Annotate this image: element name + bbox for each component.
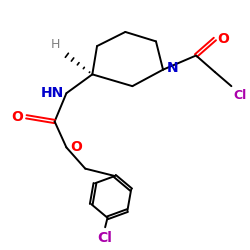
Text: HN: HN [41, 86, 64, 100]
Text: O: O [11, 110, 23, 124]
Text: O: O [218, 32, 230, 46]
Text: N: N [166, 62, 178, 76]
Text: H: H [51, 38, 60, 51]
Text: O: O [70, 140, 82, 154]
Text: Cl: Cl [98, 231, 112, 245]
Text: Cl: Cl [234, 88, 247, 102]
